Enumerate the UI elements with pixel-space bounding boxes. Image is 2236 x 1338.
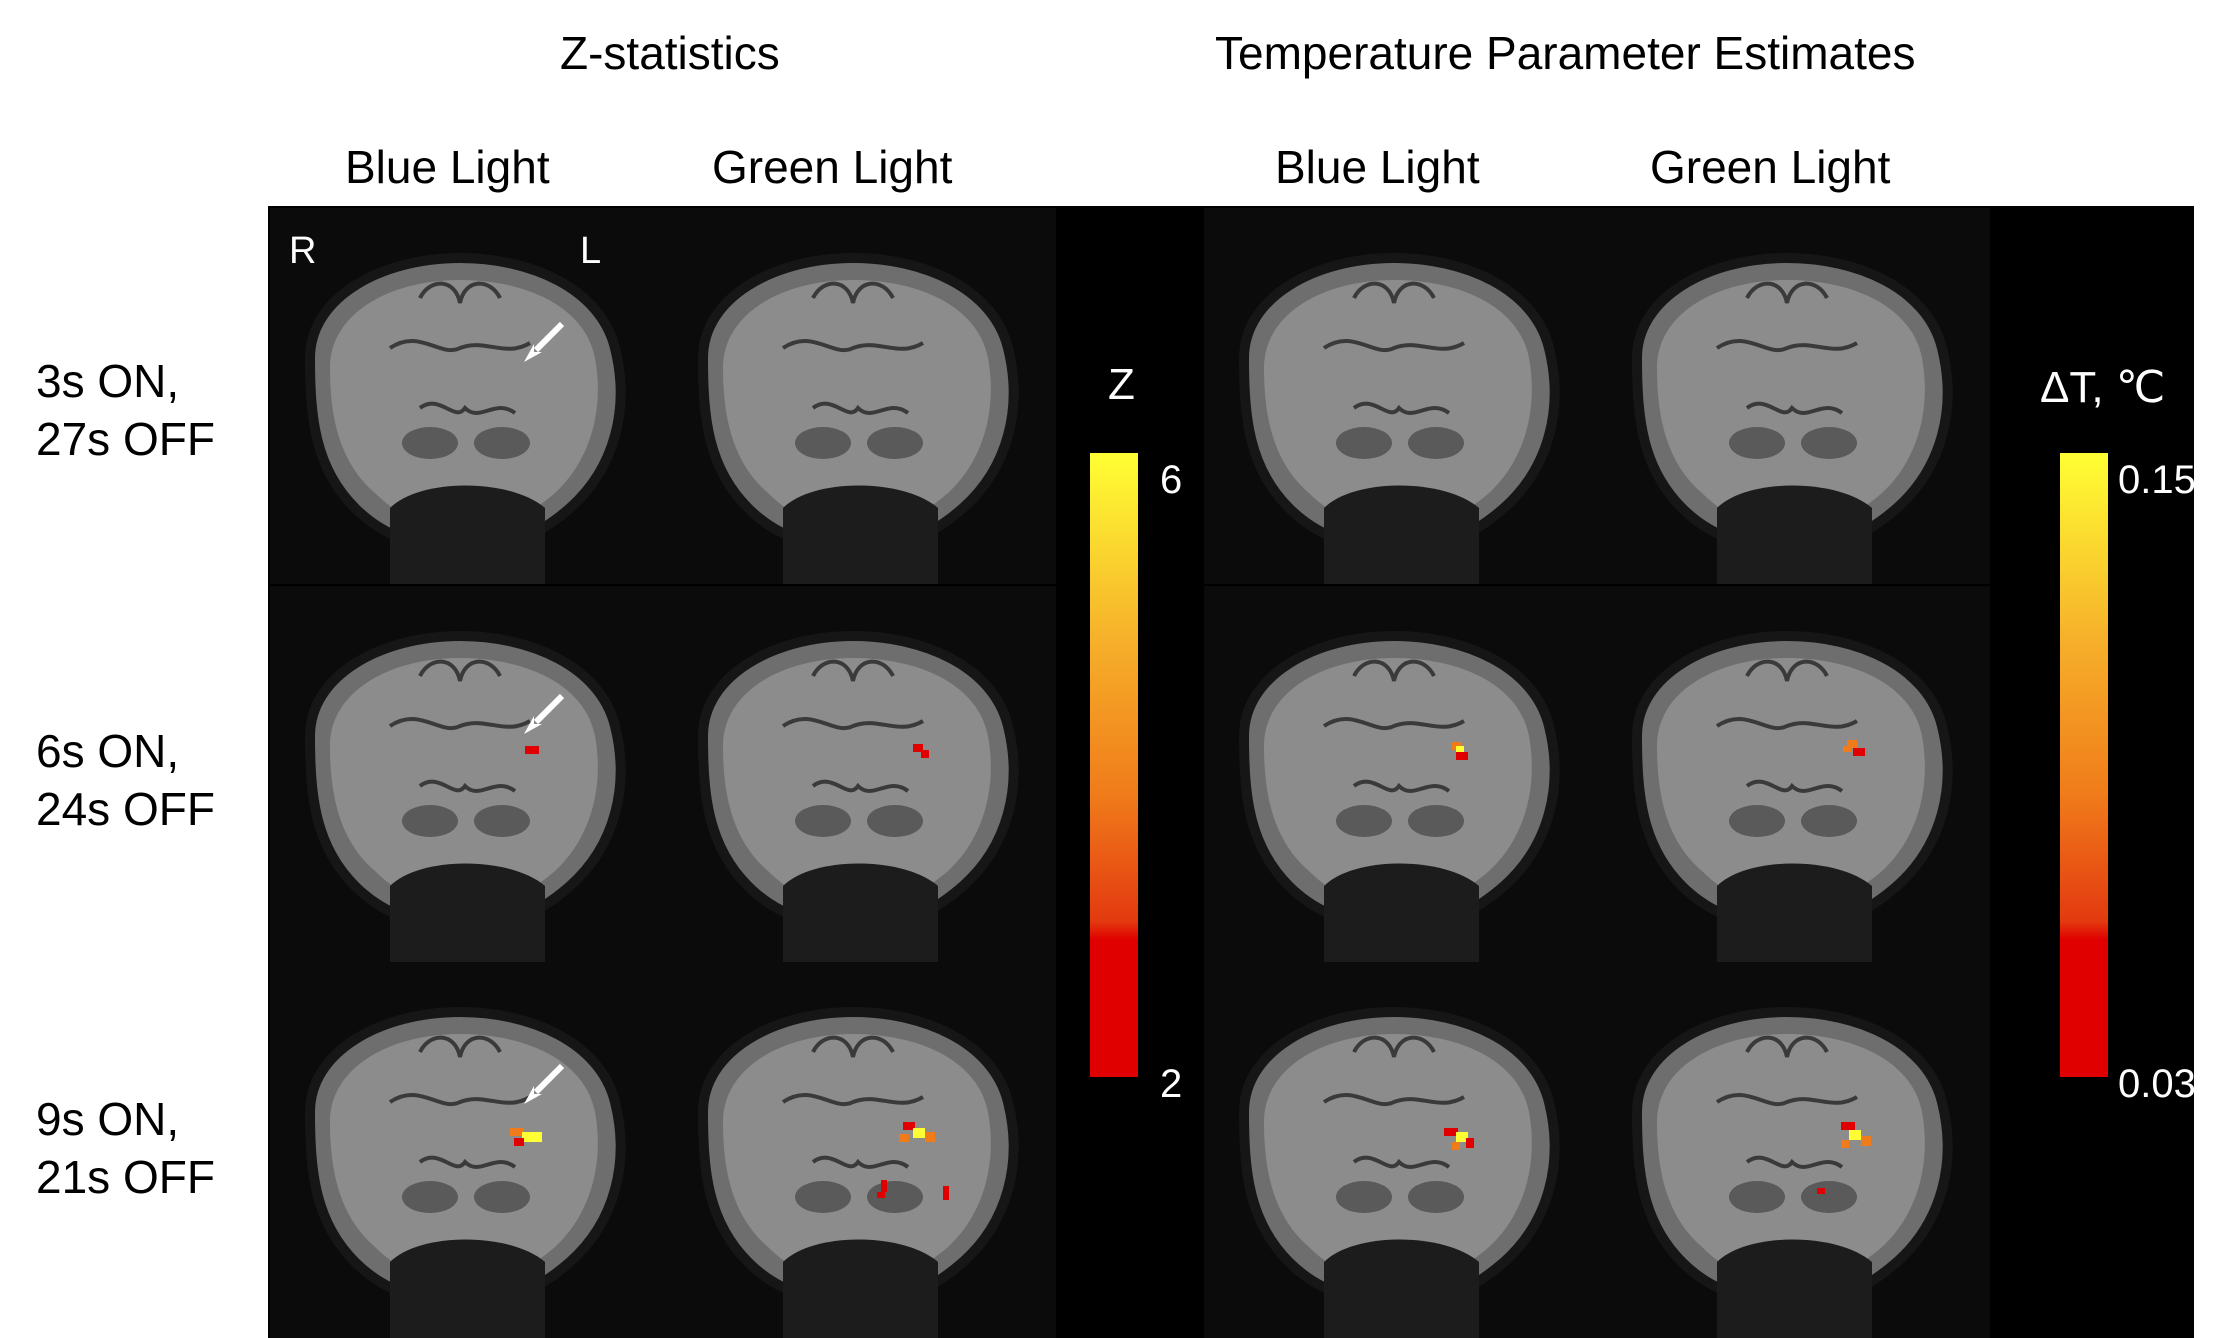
colorbar-t-max: 0.15 bbox=[2118, 458, 2196, 502]
colorbar-t bbox=[2060, 453, 2108, 1077]
activation-voxel bbox=[943, 1186, 949, 1200]
activation-voxel bbox=[913, 744, 923, 752]
brain-slice-zstat-green-row2 bbox=[663, 586, 1056, 962]
activation-voxel bbox=[1861, 1136, 1871, 1146]
activation-voxel bbox=[522, 1132, 534, 1142]
activation-voxel bbox=[899, 1134, 909, 1142]
activation-voxel bbox=[510, 1128, 524, 1136]
activation-voxel bbox=[921, 750, 929, 758]
brain-slice-temp-green-row2 bbox=[1597, 586, 1990, 962]
activation-voxel bbox=[525, 746, 539, 754]
activation-voxel bbox=[1817, 1188, 1825, 1194]
row-label-9s: 9s ON, 21s OFF bbox=[36, 1093, 215, 1203]
column-title-blue-t: Blue Light bbox=[1275, 141, 1480, 193]
brain-slice-temp-blue-row1 bbox=[1204, 208, 1597, 584]
group-title-zstatistics: Z-statistics bbox=[560, 27, 780, 79]
activation-voxel bbox=[1843, 746, 1851, 752]
brain-slice-temp-blue-row2 bbox=[1204, 586, 1597, 962]
activation-voxel bbox=[877, 1192, 885, 1198]
row-label-3s: 3s ON, 27s OFF bbox=[36, 355, 215, 465]
colorbar-z-min: 2 bbox=[1160, 1062, 1183, 1106]
brain-slice-zstat-blue-row2 bbox=[270, 586, 663, 962]
activation-voxel bbox=[1841, 1140, 1849, 1148]
group-title-temperature: Temperature Parameter Estimates bbox=[1215, 27, 1916, 79]
brain-slice-zstat-blue-row3 bbox=[270, 962, 663, 1338]
brain-slice-temp-green-row3 bbox=[1597, 962, 1990, 1338]
activation-voxel bbox=[1841, 1122, 1855, 1130]
column-title-green-z: Green Light bbox=[712, 141, 953, 193]
colorbar-t-title: ΔT, ℃ bbox=[2040, 363, 2166, 412]
activation-voxel bbox=[1849, 1130, 1861, 1140]
row-label-6s: 6s ON, 24s OFF bbox=[36, 725, 215, 835]
brain-slice-zstat-green-row1 bbox=[663, 208, 1056, 584]
activation-voxel bbox=[1853, 748, 1865, 756]
activation-voxel bbox=[881, 1180, 887, 1192]
activation-voxel bbox=[1456, 746, 1464, 754]
activation-voxel bbox=[1444, 1128, 1458, 1136]
activation-voxel bbox=[903, 1122, 915, 1130]
activation-voxel bbox=[1452, 1142, 1460, 1150]
brain-slice-zstat-blue-row1 bbox=[270, 208, 663, 584]
colorbar-z-title: Z bbox=[1108, 360, 1135, 409]
activation-voxel bbox=[1456, 1132, 1468, 1142]
activation-voxel bbox=[1466, 1138, 1474, 1148]
brain-slice-zstat-green-row3 bbox=[663, 962, 1056, 1338]
activation-voxel bbox=[514, 1138, 524, 1146]
colorbar-z-max: 6 bbox=[1160, 458, 1183, 502]
arrow-icon-row3 bbox=[524, 1063, 565, 1104]
brain-slice-temp-green-row1 bbox=[1597, 208, 1990, 584]
activation-voxel bbox=[534, 1132, 542, 1142]
arrow-icon-row1 bbox=[524, 321, 565, 362]
column-title-green-t: Green Light bbox=[1650, 141, 1891, 193]
column-title-blue-z: Blue Light bbox=[345, 141, 550, 193]
orientation-left-label: L bbox=[580, 230, 602, 272]
activation-voxel bbox=[1456, 752, 1468, 760]
colorbar-t-min: 0.03 bbox=[2118, 1062, 2196, 1106]
activation-voxel bbox=[1847, 740, 1857, 748]
orientation-right-label: R bbox=[289, 230, 317, 272]
brain-slice-temp-blue-row3 bbox=[1204, 962, 1597, 1338]
colorbar-z bbox=[1090, 453, 1138, 1077]
arrow-icon-row2 bbox=[524, 693, 565, 734]
activation-voxel bbox=[925, 1132, 935, 1142]
activation-voxel bbox=[913, 1128, 925, 1138]
